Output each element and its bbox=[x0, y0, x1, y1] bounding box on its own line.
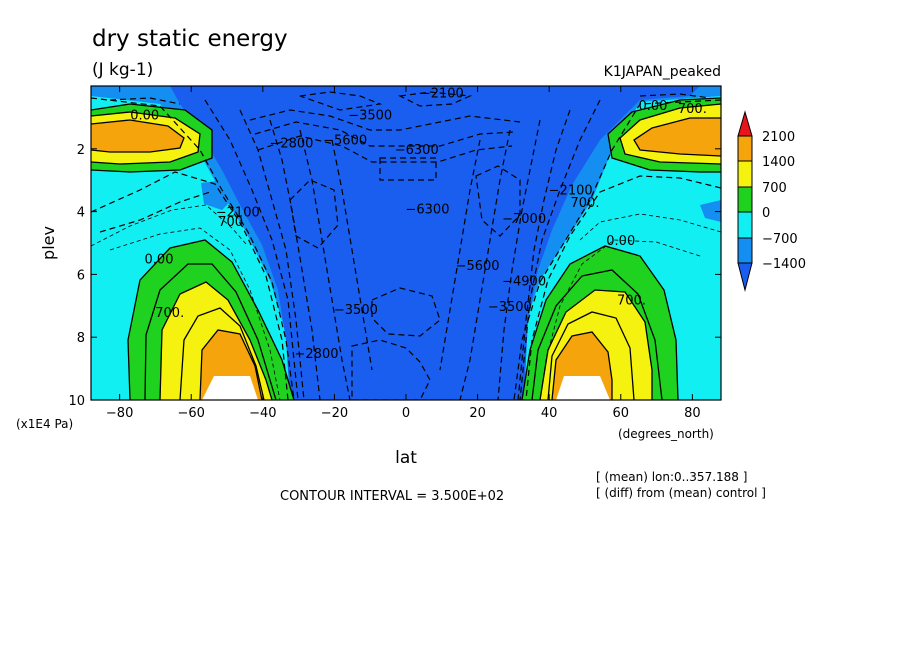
y-axis-units: (x1E4 Pa) bbox=[16, 417, 73, 431]
y-tick-label: 10 bbox=[68, 394, 85, 409]
contour-field bbox=[91, 86, 721, 400]
colorbar-label: −700 bbox=[762, 232, 798, 247]
colorbar-box-700-1400 bbox=[737, 160, 753, 188]
colorbar-bottom-arrow bbox=[737, 262, 753, 292]
y-tick-label: 8 bbox=[77, 331, 85, 346]
contour-label: 0.00 bbox=[639, 99, 668, 114]
contour-label: 700 bbox=[218, 215, 243, 230]
y-axis: 2 4 6 8 10 bbox=[68, 143, 721, 409]
colorbar-box-0-700 bbox=[737, 186, 753, 213]
x-tick-label: 0 bbox=[402, 406, 410, 421]
experiment-label: K1JAPAN_peaked bbox=[604, 64, 721, 80]
x-axis: −80 −60 −40 −20 0 20 40 60 80 bbox=[106, 86, 701, 421]
blob-bottom-right-white bbox=[556, 376, 610, 400]
colorbar-box-neg700-0 bbox=[737, 211, 753, 239]
colorbar: 2100 1400 700 0 −700 −1400 bbox=[737, 110, 806, 292]
contour-label: −2800 bbox=[269, 137, 313, 152]
x-axis-label: lat bbox=[395, 448, 417, 468]
x-tick-label: 40 bbox=[541, 406, 558, 421]
contour-label: −6300 bbox=[395, 143, 439, 158]
x-tick-label: −60 bbox=[178, 406, 205, 421]
y-tick-label: 2 bbox=[77, 143, 85, 158]
x-tick-label: −80 bbox=[106, 406, 133, 421]
contour-label: −2100 bbox=[420, 86, 464, 101]
band-neg-1400-left-lobe bbox=[201, 180, 232, 210]
contour-label: −3500 bbox=[334, 303, 378, 318]
solid-contours bbox=[91, 97, 721, 400]
band-below-1400 bbox=[170, 86, 700, 400]
colorbar-box-1400-2100 bbox=[737, 135, 753, 162]
x-tick-label: −40 bbox=[249, 406, 276, 421]
contour-labels: 0.00 700. 0.00 700 0.00 700. 0.00 700. 700. −6300… bbox=[130, 86, 707, 362]
band-neg-1400-right-lobe bbox=[700, 200, 721, 222]
contour-label: 0.00 bbox=[130, 108, 159, 123]
contour-label: 0.00 bbox=[145, 253, 174, 268]
x-tick-label: 60 bbox=[612, 406, 629, 421]
contour-label: −7000 bbox=[502, 212, 546, 227]
y-axis-label: plev bbox=[39, 226, 58, 260]
x-tick-label: 80 bbox=[684, 406, 701, 421]
y-tick-label: 4 bbox=[77, 206, 85, 221]
colorbar-label: −1400 bbox=[762, 257, 806, 272]
colorbar-labels: 2100 1400 700 0 −700 −1400 bbox=[762, 130, 806, 272]
note-lon-mean: [ (mean) lon:0..357.188 ] bbox=[596, 470, 747, 484]
colorbar-label: 700 bbox=[762, 181, 787, 196]
colorbar-box-neg1400-neg700 bbox=[737, 237, 753, 264]
chart-units: (J kg-1) bbox=[92, 60, 153, 80]
contour-label: −5600 bbox=[456, 259, 500, 274]
chart-title: dry static energy bbox=[92, 26, 288, 52]
y-tick-label: 6 bbox=[77, 268, 85, 283]
blob-bottom-left-white bbox=[202, 376, 258, 400]
contour-label: −5600 bbox=[323, 133, 367, 148]
colorbar-top-arrow bbox=[737, 110, 753, 137]
contour-label: −3500 bbox=[348, 108, 392, 123]
colorbar-label: 0 bbox=[762, 206, 770, 221]
dashed-contours bbox=[91, 91, 721, 400]
x-tick-label: −20 bbox=[321, 406, 348, 421]
colorbar-label: 1400 bbox=[762, 155, 795, 170]
contour-label: 700. bbox=[617, 294, 646, 309]
note-diff-control: [ (diff) from (mean) control ] bbox=[596, 486, 766, 500]
x-tick-label: 20 bbox=[469, 406, 486, 421]
contour-label: 700. bbox=[571, 196, 600, 211]
thin-dashed-contours bbox=[91, 204, 721, 400]
contour-label: 700. bbox=[155, 306, 184, 321]
contour-label: 700. bbox=[678, 102, 707, 117]
contour-label: −4900 bbox=[502, 275, 546, 290]
blob-top-left-orange bbox=[91, 120, 184, 152]
contour-label: 0.00 bbox=[606, 234, 635, 249]
x-axis-units: (degrees_north) bbox=[618, 427, 714, 441]
contour-interval: CONTOUR INTERVAL = 3.500E+02 bbox=[280, 489, 504, 504]
contour-label: −2100 bbox=[216, 206, 260, 221]
colorbar-label: 2100 bbox=[762, 130, 795, 145]
contour-label: −2800 bbox=[295, 347, 339, 362]
contour-label: −6300 bbox=[405, 202, 449, 217]
contour-label: −2100 bbox=[549, 184, 593, 199]
contour-label: −3500 bbox=[488, 300, 532, 315]
